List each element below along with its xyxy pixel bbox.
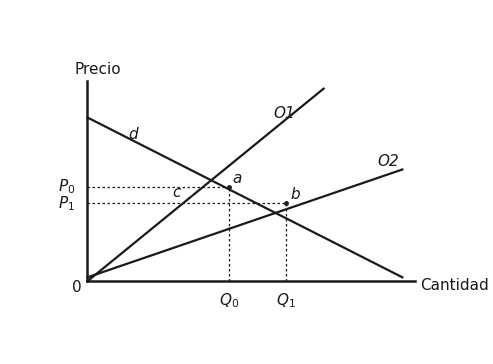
Text: $Q_0$: $Q_0$ — [219, 292, 239, 310]
Text: Precio: Precio — [75, 62, 122, 77]
Text: a: a — [232, 171, 242, 186]
Text: d: d — [129, 127, 138, 142]
Text: 0: 0 — [71, 280, 81, 296]
Text: $P_0$: $P_0$ — [58, 178, 75, 196]
Text: $P_1$: $P_1$ — [58, 194, 75, 213]
Text: c: c — [173, 185, 181, 201]
Text: O1: O1 — [273, 106, 295, 120]
Text: b: b — [290, 187, 300, 202]
Text: Cantidad: Cantidad — [420, 278, 489, 293]
Text: O2: O2 — [377, 154, 399, 169]
Text: $Q_1$: $Q_1$ — [276, 292, 296, 310]
